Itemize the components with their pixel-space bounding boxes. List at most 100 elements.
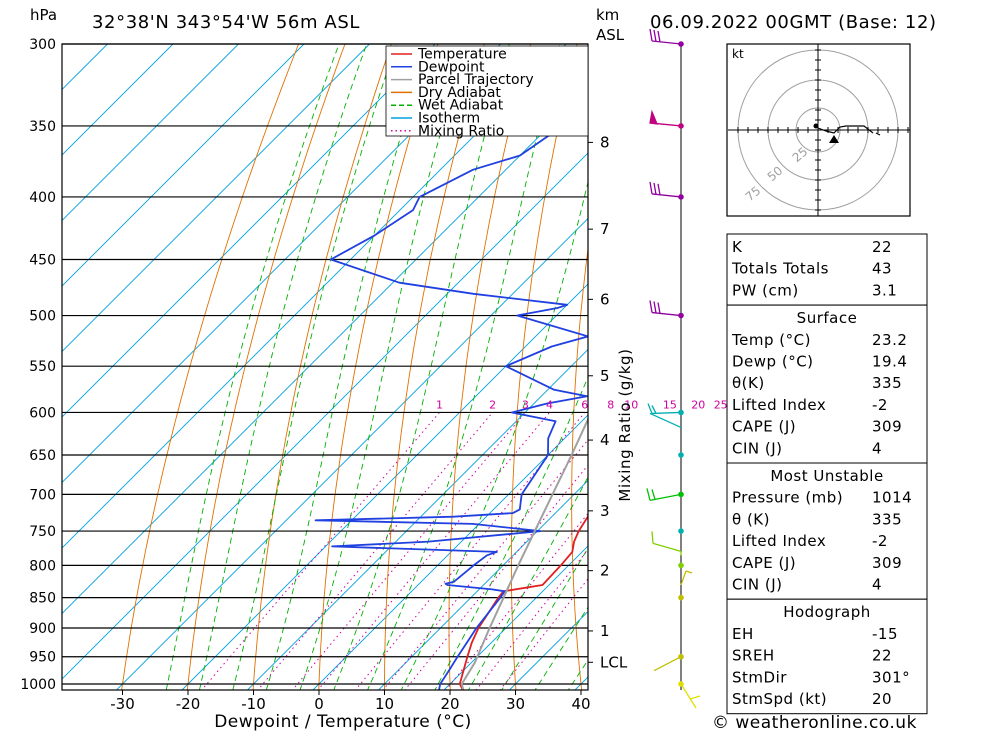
table-row-label: StmSpd (kt) [732,690,827,708]
table-row-value: 20 [872,690,892,708]
table-row-label: CIN (J) [732,576,783,594]
mixing-ratio-line [354,412,586,690]
wet-adiabat-line [232,44,397,690]
dry-adiabat-line [384,44,485,690]
forecast-date: 06.09.2022 00GMT (Base: 12) [650,12,937,33]
height-tick-label: 8 [600,133,610,151]
legend-box [385,45,589,137]
temperature-tick-label: 30 [506,695,525,713]
table-row-value: 19.4 [872,353,907,371]
isotherm-line [62,44,567,549]
wet-adiabat-line [198,44,368,690]
pressure-tick-label: 850 [29,591,56,607]
temperature-tick-label: -10 [241,695,266,713]
wind-barb [649,28,682,45]
copyright-text: © weatheronline.co.uk [712,713,917,733]
mixing-ratio-line [475,548,588,690]
wind-barb [649,300,682,317]
pressure-tick-label: 650 [29,448,56,464]
isotherm-line [62,44,174,156]
temperature-tick-label: 0 [314,695,324,713]
pressure-tick-label: 750 [29,524,56,540]
wind-barb [653,656,682,672]
table-row-label: CAPE (J) [732,554,796,572]
table-row-label: Totals Totals [731,260,829,278]
height-axis-ticks: 8 7 6 5 4 3 2 1 LCL [588,133,628,671]
temperature-tick-label: 10 [375,695,394,713]
table-row-value: 43 [872,260,892,278]
hodograph-origin-marker [813,123,819,129]
wet-adiabat-line [367,44,561,690]
temperature-axis-ticks: -30 -20 -10 0 10 20 30 40 [110,690,591,713]
table-row-value: -2 [872,396,888,414]
mixing-ratio-label: 15 [663,399,677,412]
mixing-ratio-line [201,412,440,690]
x-axis-title: Dewpoint / Temperature (°C) [214,712,472,732]
isotherm-line [62,44,305,287]
height-tick-label: 6 [600,290,610,308]
height-tick-label: 3 [600,502,610,520]
mixing-ratio-label: 20 [691,399,705,412]
table-row-value: -2 [872,532,888,550]
legend-label: Parcel Trajectory [418,72,534,88]
most-unstable-table [726,462,928,600]
wet-adiabat-line [434,375,588,690]
wet-adiabat-line [265,44,430,690]
dry-adiabat-line [687,7,723,710]
isotherm-line [443,545,588,690]
storm-motion-marker [829,135,839,143]
dry-adiabat-line [318,44,439,690]
mixing-ratio-line [499,578,588,690]
isotherm-line [62,86,588,615]
dry-adiabat-line [947,7,1000,710]
wind-level-marker [678,452,684,458]
legend-label: Wet Adiabat [418,98,504,114]
table-row-value: 4 [872,439,882,457]
pressure-tick-label: 550 [29,359,56,375]
isotherm-line [62,152,588,680]
pressure-tick-label: 450 [29,253,56,269]
wet-adiabat-line [501,547,588,690]
height-tick-label: 4 [600,431,610,449]
isotherm-line [181,283,588,690]
wet-adiabat-line [333,44,510,690]
mixing-ratio-label: 8 [607,399,614,412]
table-title: Surface [797,309,858,327]
height-tick-label: LCL [600,653,628,671]
table-row-value: 4 [872,576,882,594]
table-row-label: Pressure (mb) [732,489,843,507]
surface-table [726,304,928,464]
mixing-ratio-labels: 1 2 3 4 6 8 10 15 20 25 [436,399,728,412]
table-row-value: 23.2 [872,331,907,349]
table-row-value: 309 [872,418,902,436]
table-row-label: θ(K) [732,374,765,392]
wind-barb [680,570,693,586]
temperature-tick-label: -20 [176,695,201,713]
table-row-value: -15 [872,625,898,643]
mixing-ratio-label: 1 [436,399,443,412]
table-row-value: 3.1 [872,281,897,299]
table-row-value: 335 [872,510,902,528]
wind-barb [649,181,682,198]
wind-level-marker [678,528,684,534]
mixing-ratio-label: 2 [489,399,496,412]
table-row-value: 22 [872,647,892,665]
legend-label: Mixing Ratio [418,123,504,139]
height-tick-label: 1 [600,622,610,640]
wet-adiabat-line [165,44,340,690]
mixing-ratio-label: 25 [714,399,728,412]
mixing-ratio-line [291,412,526,690]
wind-barb [680,683,701,709]
km-axis-label: km [596,6,619,24]
wind-barb [647,403,682,429]
wet-adiabat-line [534,606,588,690]
hpa-axis-label: hPa [30,6,57,24]
isotherm-line [312,414,588,690]
wind-barbs [646,28,701,709]
hodograph-unit-label: kt [732,47,744,61]
wind-barb [649,109,682,127]
pressure-tick-label: 800 [29,558,56,574]
dry-adiabat-line [448,44,532,690]
table-row-value: 309 [872,554,902,572]
